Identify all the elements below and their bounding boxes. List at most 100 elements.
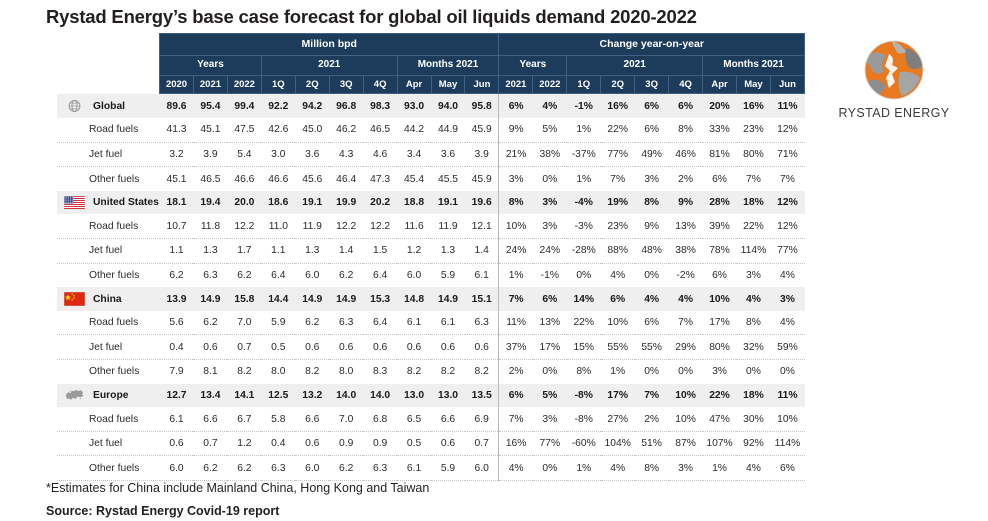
cell: 6.0 <box>464 455 499 481</box>
column-header-8-may[interactable]: May <box>430 74 466 95</box>
cell: 6% <box>600 287 635 311</box>
region-row[interactable]: China 13.9 14.9 15.8 14.4 14.9 14.9 15.3 14.8 14.… <box>57 287 805 311</box>
table-row[interactable]: Jet fuel 0.6 0.7 1.2 0.4 0.6 0.9 0.9 0.5 0.6 0.7 16… <box>57 430 805 456</box>
cell: 95.8 <box>464 93 499 119</box>
cell: 1.4 <box>329 238 364 264</box>
cell: 14% <box>566 287 601 311</box>
cell: 3% <box>532 407 567 432</box>
region-row[interactable]: Global 89.6 95.4 99.4 92.2 94.2 96.8 98.3 93.0 94… <box>57 93 805 119</box>
table-row[interactable]: Road fuels 6.1 6.6 6.7 5.8 6.6 7.0 6.8 6.5 6.6 6.9… <box>57 407 805 432</box>
table-row[interactable]: Road fuels 5.6 6.2 7.0 5.9 6.2 6.3 6.4 6.1 6.1 6.3… <box>57 310 805 335</box>
column-header-7-apr[interactable]: Apr <box>396 74 432 95</box>
column-header-11-2022[interactable]: 2022 <box>532 74 568 95</box>
cell: 77% <box>532 430 567 456</box>
cell: 6.2 <box>295 310 330 335</box>
column-header-16-apr[interactable]: Apr <box>702 74 737 95</box>
cell: 0.5 <box>261 334 296 360</box>
column-header-4-2q[interactable]: 2Q <box>294 74 330 95</box>
cell: 10% <box>498 214 533 239</box>
footnote-text: *Estimates for China include Mainland Ch… <box>46 481 430 495</box>
cell: 3% <box>532 214 567 239</box>
row-label-text: Jet fuel <box>89 148 123 160</box>
cell: 0.7 <box>464 430 499 456</box>
column-header-12-1q[interactable]: 1Q <box>566 74 602 95</box>
cell: 0.9 <box>363 430 398 456</box>
cell: 49% <box>634 141 669 167</box>
column-header-13-2q[interactable]: 2Q <box>600 74 636 95</box>
cell: 3% <box>702 359 737 384</box>
cell: 38% <box>668 238 703 264</box>
column-header-1-2021[interactable]: 2021 <box>192 74 228 95</box>
cell: 18% <box>736 190 771 215</box>
cell: 55% <box>634 334 669 360</box>
column-header-18-jun[interactable]: Jun <box>769 74 806 95</box>
table-row[interactable]: Other fuels 6.0 6.2 6.2 6.3 6.0 6.2 6.3 6.1 5.9 6.… <box>57 455 805 481</box>
cell: 1.3 <box>193 238 228 264</box>
cell: 0% <box>634 359 669 384</box>
cell: 19.1 <box>295 190 330 215</box>
column-header-14-3q[interactable]: 3Q <box>634 74 670 95</box>
header-corner-blank <box>57 33 160 56</box>
cell: 42.6 <box>261 118 296 143</box>
cell: 7% <box>736 166 771 191</box>
cell: 1.4 <box>464 238 499 264</box>
column-header-0-2020[interactable]: 2020 <box>159 74 194 95</box>
table-row[interactable]: Jet fuel 1.1 1.3 1.7 1.1 1.3 1.4 1.5 1.2 1.3 1.4 24… <box>57 238 805 264</box>
column-header-6-4q[interactable]: 4Q <box>362 74 398 95</box>
cell: 47.3 <box>363 166 398 191</box>
cell: 6.2 <box>193 310 228 335</box>
cell: 14.4 <box>261 287 296 311</box>
cell: 1.5 <box>363 238 398 264</box>
region-row[interactable]: United States 18.1 19.4 20.0 18.6 19.1 19.9 20.… <box>57 190 805 215</box>
column-header-17-may[interactable]: May <box>735 74 771 95</box>
cell: 114% <box>770 430 805 456</box>
cell: 6.6 <box>193 407 228 432</box>
column-header-9-jun[interactable]: Jun <box>464 74 500 95</box>
cell: 3% <box>532 190 567 215</box>
cell: 13.0 <box>431 383 465 408</box>
table-row[interactable]: Jet fuel 0.4 0.6 0.7 0.5 0.6 0.6 0.6 0.6 0.6 0.6 37… <box>57 334 805 360</box>
fuel-label: Jet fuel <box>57 141 160 167</box>
cell: 8.1 <box>193 359 228 384</box>
column-header-5-3q[interactable]: 3Q <box>328 74 364 95</box>
cell: -3% <box>566 214 601 239</box>
cell: 4% <box>600 262 635 288</box>
region-row[interactable]: Europe 12.7 13.4 14.1 12.5 13.2 14.0 14.0 13.0 13… <box>57 383 805 408</box>
table-row[interactable]: Jet fuel 3.2 3.9 5.4 3.0 3.6 4.3 4.6 3.4 3.6 3.9 21… <box>57 141 805 167</box>
row-label-text: Other fuels <box>89 269 140 281</box>
cell: 13% <box>668 214 703 239</box>
table-row[interactable]: Road fuels 10.7 11.8 12.2 11.0 11.9 12.2 12.2 11… <box>57 214 805 239</box>
cell: 16% <box>736 93 771 119</box>
column-header-10-2021[interactable]: 2021 <box>498 74 534 95</box>
cell: 18% <box>736 383 771 408</box>
cell: 5% <box>532 118 567 143</box>
cell: 13.9 <box>159 287 194 311</box>
cell: 80% <box>702 334 737 360</box>
cell: 0% <box>532 359 567 384</box>
fuel-label: Jet fuel <box>57 334 160 360</box>
cell: 14.9 <box>329 287 364 311</box>
column-header-3-1q[interactable]: 1Q <box>260 74 296 95</box>
table-row[interactable]: Road fuels 41.3 45.1 47.5 42.6 45.0 46.2 46.5 44… <box>57 118 805 143</box>
cell: 6% <box>498 93 533 119</box>
cell: 6% <box>702 166 737 191</box>
table-row[interactable]: Other fuels 45.1 46.5 46.6 46.6 45.6 46.4 47.3 4… <box>57 166 805 191</box>
cell: 12.2 <box>363 214 398 239</box>
cell: 77% <box>600 141 635 167</box>
cell: 4.6 <box>363 141 398 167</box>
table-header: Million bpd Change year-on-year Years 2021… <box>57 32 806 95</box>
cell: 1.3 <box>295 238 330 264</box>
table-row[interactable]: Other fuels 7.9 8.1 8.2 8.0 8.2 8.0 8.3 8.2 8.2 8.… <box>57 359 805 384</box>
cell: 6.0 <box>159 455 194 481</box>
column-header-2-2022[interactable]: 2022 <box>226 74 262 95</box>
cell: 45.6 <box>295 166 330 191</box>
cell: 22% <box>702 383 737 408</box>
cell: 94.0 <box>431 93 465 119</box>
row-label-text: China <box>93 293 122 305</box>
cell: 46.6 <box>227 166 262 191</box>
header-group-change-year-on-year: Change year-on-year <box>498 32 805 57</box>
column-header-15-4q[interactable]: 4Q <box>668 74 704 95</box>
table-row[interactable]: Other fuels 6.2 6.3 6.2 6.4 6.0 6.2 6.4 6.0 5.9 6.… <box>57 262 805 288</box>
cell: 20% <box>702 93 737 119</box>
cell: 11.9 <box>295 214 330 239</box>
